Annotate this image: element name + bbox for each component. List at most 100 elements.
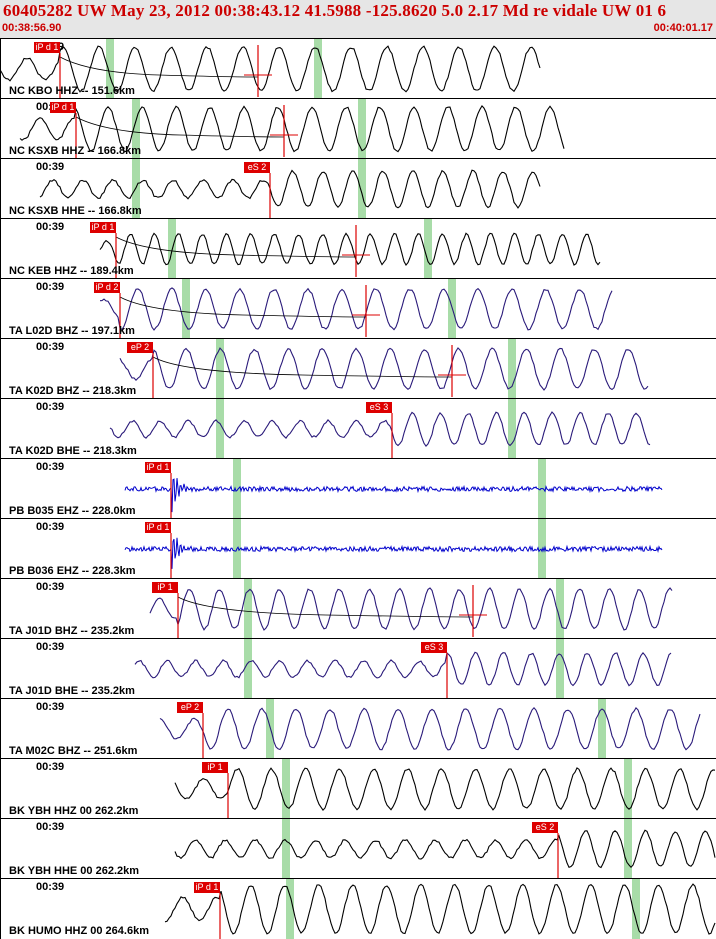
start-time-label: 00:38:56.90	[2, 22, 62, 34]
waveform-plot[interactable]	[0, 639, 716, 699]
left-axis	[0, 399, 1, 459]
trace-row[interactable]: 00:39 eP 2 TA M02C BHZ -- 251.6km	[0, 698, 716, 759]
header-bar: 60405282 UW May 23, 2012 00:38:43.12 41.…	[0, 0, 716, 38]
trace-row[interactable]: 00:39 eP 2 TA K02D BHZ -- 218.3km	[0, 338, 716, 399]
waveform-plot[interactable]	[0, 819, 716, 879]
window-marker	[282, 819, 290, 879]
phase-pick-label[interactable]: eP 2	[177, 702, 203, 713]
phase-pick-label[interactable]: eS 3	[421, 642, 447, 653]
waveform-plot[interactable]	[0, 159, 716, 219]
trace-row[interactable]: 00:39 iP d 1 BK HUMO HHZ 00 264.6km	[0, 878, 716, 939]
window-marker	[624, 759, 632, 819]
window-marker	[132, 159, 140, 219]
station-label: BK YBH HHE 00 262.2km	[9, 865, 140, 877]
trace-row[interactable]: 00:39 eS 2 NC KSXB HHE -- 166.8km	[0, 158, 716, 219]
waveform-plot[interactable]	[0, 519, 716, 579]
waveform-trace	[124, 537, 663, 569]
left-axis	[0, 699, 1, 759]
phase-pick-label[interactable]: iP d 2	[94, 282, 120, 293]
waveform-trace	[134, 651, 672, 687]
trace-row[interactable]: 00:39 eS 2 BK YBH HHE 00 262.2km	[0, 818, 716, 879]
phase-pick-label[interactable]: iP d 1	[34, 42, 60, 53]
time-label: 00:39	[36, 761, 65, 773]
phase-pick-label[interactable]: eS 2	[244, 162, 270, 173]
window-marker	[244, 579, 252, 639]
phase-pick-label[interactable]: iP 1	[152, 582, 178, 593]
waveform-trace	[164, 883, 716, 935]
time-label: 00:39	[36, 161, 65, 173]
trace-row[interactable]: 00:39 iP d 2 TA L02D BHZ -- 197.1km	[0, 278, 716, 339]
event-title: 60405282 UW May 23, 2012 00:38:43.12 41.…	[3, 1, 667, 20]
window-marker	[424, 219, 432, 279]
window-marker	[632, 879, 640, 939]
window-marker	[182, 279, 190, 339]
time-label: 00:39	[36, 281, 65, 293]
station-label: NC KSXB HHZ -- 166.8km	[9, 145, 142, 157]
waveform-plot[interactable]	[0, 39, 716, 99]
window-marker	[233, 459, 241, 519]
phase-pick-label[interactable]: eS 2	[532, 822, 558, 833]
window-marker	[266, 699, 274, 759]
trace-row[interactable]: 00:39 eS 3 TA K02D BHE -- 218.3km	[0, 398, 716, 459]
phase-pick-label[interactable]: eS 3	[366, 402, 392, 413]
window-marker	[216, 399, 224, 459]
waveform-plot[interactable]	[0, 339, 716, 399]
station-label: NC KBO HHZ -- 151.6km	[9, 85, 135, 97]
window-marker	[556, 579, 564, 639]
moveout-curve	[75, 116, 285, 138]
waveform-trace	[99, 287, 613, 331]
phase-pick-label[interactable]: iP d 1	[194, 882, 220, 893]
waveform-plot[interactable]	[0, 99, 716, 159]
waveform-trace	[39, 169, 541, 209]
time-label: 00:39	[36, 641, 65, 653]
trace-row[interactable]: 00:39 iP d 1 PB B036 EHZ -- 228.3km	[0, 518, 716, 579]
left-axis	[0, 339, 1, 399]
window-marker	[556, 639, 564, 699]
waveform-trace	[124, 478, 663, 513]
waveform-plot[interactable]	[0, 759, 716, 819]
waveform-plot[interactable]	[0, 279, 716, 339]
window-marker	[358, 99, 366, 159]
waveform-plot[interactable]	[0, 579, 716, 639]
waveform-plot[interactable]	[0, 699, 716, 759]
waveform-trace	[109, 411, 651, 447]
trace-row[interactable]: 00:39 iP 1 TA J01D BHZ -- 235.2km	[0, 578, 716, 639]
station-label: NC KEB HHZ -- 189.4km	[9, 265, 134, 277]
left-axis	[0, 819, 1, 879]
moveout-curve	[115, 236, 357, 258]
station-label: TA K02D BHE -- 218.3km	[9, 445, 137, 457]
trace-row[interactable]: 00:39 iP d 1 NC KEB HHZ -- 189.4km	[0, 218, 716, 279]
phase-pick-label[interactable]: iP d 1	[145, 522, 171, 533]
trace-row[interactable]: 00:39 iP d 1 PB B035 EHZ -- 228.0km	[0, 458, 716, 519]
phase-pick-label[interactable]: iP d 1	[90, 222, 116, 233]
station-label: PB B036 EHZ -- 228.3km	[9, 565, 136, 577]
window-marker	[282, 759, 290, 819]
waveform-plot[interactable]	[0, 399, 716, 459]
window-marker	[358, 159, 366, 219]
station-label: TA M02C BHZ -- 251.6km	[9, 745, 138, 757]
left-axis	[0, 159, 1, 219]
moveout-curve	[152, 356, 453, 378]
phase-pick-label[interactable]: iP 1	[202, 762, 228, 773]
trace-row[interactable]: 00:39 eS 3 TA J01D BHE -- 235.2km	[0, 638, 716, 699]
time-label: 00:39	[36, 881, 65, 893]
waveform-trace	[119, 347, 649, 391]
window-marker	[132, 99, 140, 159]
waveform-plot[interactable]	[0, 459, 716, 519]
window-marker	[314, 39, 322, 99]
left-axis	[0, 39, 1, 99]
waveform-plot[interactable]	[0, 219, 716, 279]
trace-row[interactable]: 00:39 iP 1 BK YBH HHZ 00 262.2km	[0, 758, 716, 819]
left-axis	[0, 579, 1, 639]
window-marker	[508, 339, 516, 399]
window-marker	[244, 639, 252, 699]
phase-pick-label[interactable]: eP 2	[127, 342, 153, 353]
seismogram-panel[interactable]: 00:39 iP d 1 NC KBO HHZ -- 151.6km 00:39 iP …	[0, 38, 716, 939]
waveform-plot[interactable]	[0, 879, 716, 939]
phase-pick-label[interactable]: iP d 1	[145, 462, 171, 473]
phase-pick-label[interactable]: iP d 1	[50, 102, 76, 113]
station-label: NC KSXB HHE -- 166.8km	[9, 205, 142, 217]
left-axis	[0, 219, 1, 279]
